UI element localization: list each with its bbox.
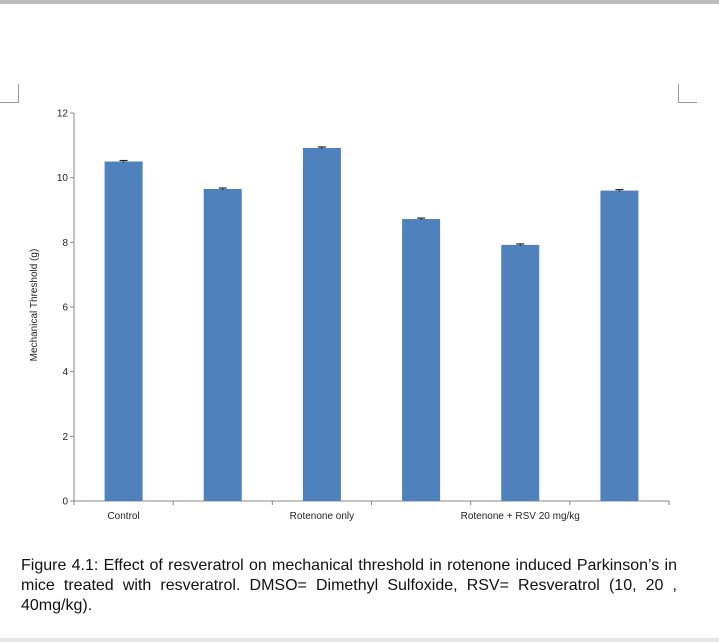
figure-caption: Figure 4.1: Effect of resveratrol on mec… bbox=[21, 557, 677, 614]
y-tick-label: 2 bbox=[62, 432, 68, 443]
top-border bbox=[0, 0, 719, 4]
bar bbox=[104, 161, 143, 501]
y-tick-label: 0 bbox=[62, 497, 68, 508]
y-tick-label: 10 bbox=[57, 173, 69, 184]
plot-area: 0 2 4 6 8 10 12 Control Rotenone only Rotenone + … bbox=[57, 109, 670, 522]
y-tick-label: 4 bbox=[62, 367, 68, 378]
bar bbox=[302, 147, 341, 502]
bar bbox=[402, 219, 441, 501]
bar bbox=[203, 188, 242, 501]
y-tick-label: 6 bbox=[62, 303, 68, 314]
bottom-border bbox=[0, 638, 719, 642]
bar-chart: Mechanical Threshold (g) 0 2 4 6 8 10 12 Contro… bbox=[29, 109, 670, 522]
y-axis-label: Mechanical Threshold (g) bbox=[29, 249, 40, 362]
bar bbox=[501, 244, 540, 502]
x-category-label: Control bbox=[107, 511, 139, 522]
y-tick-label: 12 bbox=[57, 109, 69, 120]
crop-mark-right bbox=[678, 84, 697, 103]
bar bbox=[600, 190, 639, 501]
crop-mark-left bbox=[0, 84, 19, 103]
y-tick-label: 8 bbox=[62, 238, 68, 249]
x-category-label: Rotenone only bbox=[290, 511, 355, 522]
x-category-label: Rotenone + RSV 20 mg/kg bbox=[461, 511, 580, 522]
